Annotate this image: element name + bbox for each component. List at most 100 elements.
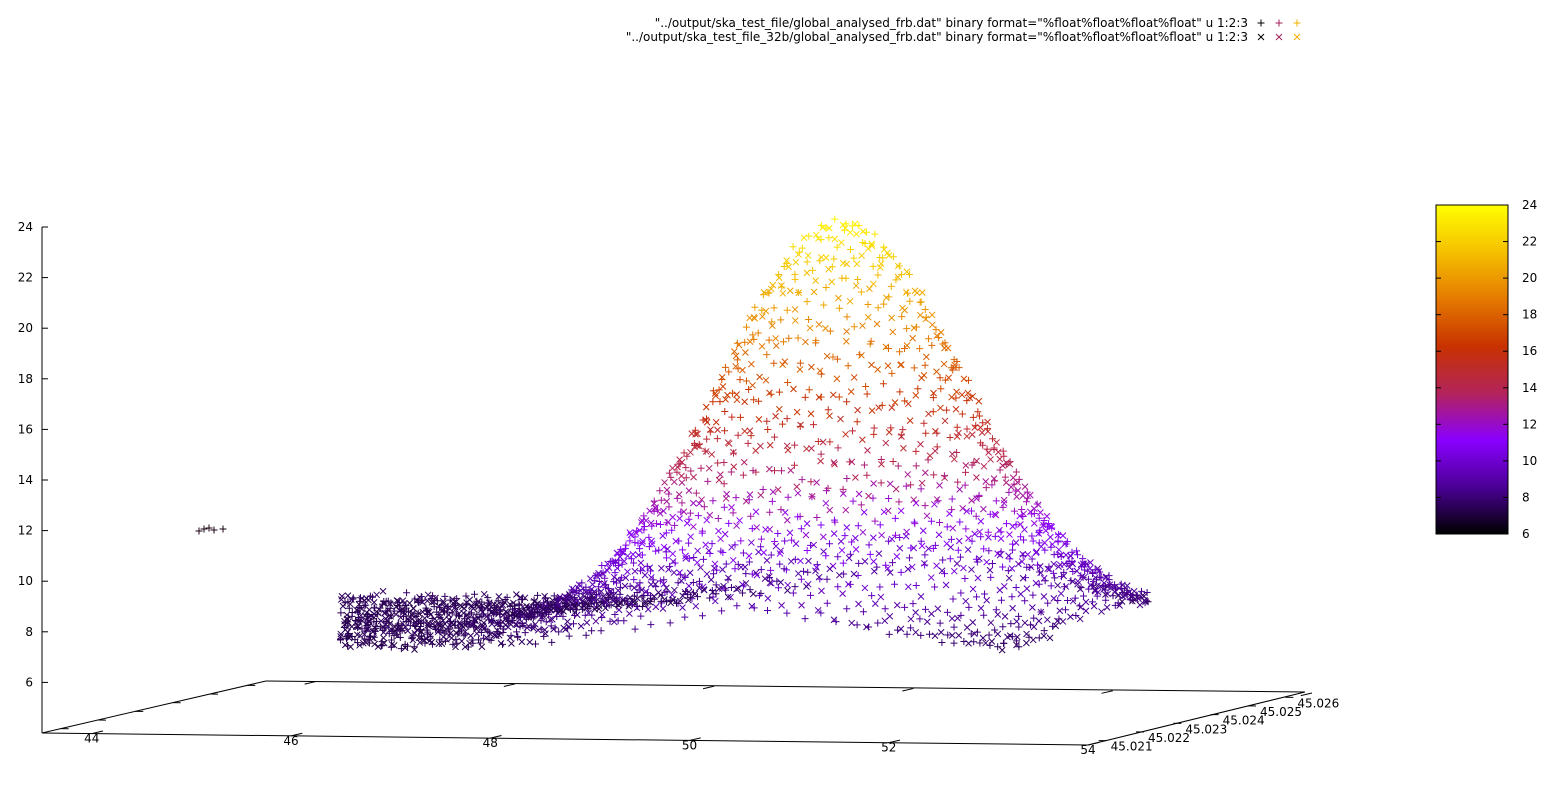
colorbar-tick-label: 22 [1522, 235, 1537, 249]
data-point [633, 604, 641, 612]
data-point [903, 268, 911, 276]
data-point [871, 517, 879, 525]
data-point [1077, 561, 1085, 569]
data-point [988, 435, 996, 443]
data-point [812, 231, 820, 239]
data-point [834, 553, 842, 561]
data-point [652, 603, 660, 611]
data-point [1013, 618, 1021, 625]
data-point [1015, 623, 1023, 631]
data-point [882, 343, 890, 351]
colorbar-tick-label: 14 [1522, 381, 1537, 395]
data-point [771, 538, 779, 546]
data-point [616, 553, 624, 561]
data-point [990, 475, 998, 483]
data-point [1021, 483, 1029, 491]
data-point [965, 603, 973, 611]
data-point [620, 617, 628, 625]
data-point [854, 522, 862, 530]
data-point [938, 638, 946, 646]
data-point [722, 560, 730, 568]
data-point [982, 639, 990, 647]
data-point [648, 537, 655, 545]
data-point [894, 273, 902, 281]
data-point [631, 600, 639, 607]
data-point [605, 592, 613, 599]
data-point [837, 537, 845, 545]
data-point [963, 432, 971, 440]
data-point [823, 352, 831, 360]
data-point [1041, 546, 1049, 554]
data-point [398, 606, 406, 613]
data-point [358, 605, 366, 613]
data-point [568, 585, 576, 593]
data-point [1017, 590, 1025, 598]
data-point [1023, 563, 1031, 571]
data-point [928, 311, 936, 319]
data-point [780, 565, 788, 573]
data-point [1067, 613, 1074, 621]
data-point [886, 480, 894, 488]
data-point [1054, 597, 1062, 605]
data-point [784, 587, 791, 594]
data-point [984, 528, 992, 536]
data-point [1094, 565, 1102, 572]
data-point [749, 331, 757, 339]
data-point [911, 287, 919, 295]
data-point [706, 511, 714, 519]
data-point [1017, 521, 1024, 528]
colorbar: 6 8 10 12 14 16 18 20 22 24 [1435, 198, 1537, 541]
data-point [980, 505, 987, 513]
data-point [499, 628, 507, 636]
data-point [962, 468, 970, 476]
data-point [636, 527, 644, 534]
data-point [690, 473, 697, 481]
data-point [439, 598, 447, 605]
data-point [843, 313, 851, 321]
data-point [393, 621, 401, 629]
data-point [867, 337, 875, 345]
data-point [878, 401, 886, 409]
data-point [1062, 583, 1070, 590]
data-point [968, 431, 976, 438]
data-point [985, 449, 992, 456]
data-point [720, 458, 728, 466]
data-point [720, 480, 728, 488]
data-point [433, 608, 441, 616]
data-point [763, 607, 771, 615]
data-point [971, 630, 978, 638]
data-point [1122, 590, 1129, 598]
data-point [933, 496, 941, 503]
data-point [763, 557, 771, 564]
x-tick-label: 46 [283, 734, 298, 748]
data-point [386, 620, 394, 628]
data-point [728, 543, 735, 551]
data-point [921, 559, 928, 567]
data-point [803, 258, 811, 266]
data-point [1035, 530, 1043, 537]
data-point [502, 608, 510, 616]
data-point [863, 471, 871, 479]
data-point [631, 625, 639, 633]
data-point [762, 307, 770, 315]
data-point [864, 300, 872, 308]
data-point [790, 461, 798, 469]
data-point [909, 600, 917, 608]
data-point [1009, 474, 1017, 482]
data-point [797, 525, 805, 533]
data-point [741, 563, 749, 571]
data-point [848, 619, 856, 627]
data-point [861, 239, 869, 247]
data-point [891, 531, 899, 539]
data-point [371, 624, 379, 632]
data-point [996, 551, 1004, 559]
data-point [884, 362, 892, 370]
data-point [1009, 546, 1017, 554]
data-point [721, 530, 729, 538]
data-point [658, 564, 665, 572]
data-point [953, 357, 961, 365]
data-point [987, 573, 995, 581]
data-point [977, 604, 985, 612]
data-point [1021, 526, 1028, 533]
data-point [854, 275, 862, 283]
